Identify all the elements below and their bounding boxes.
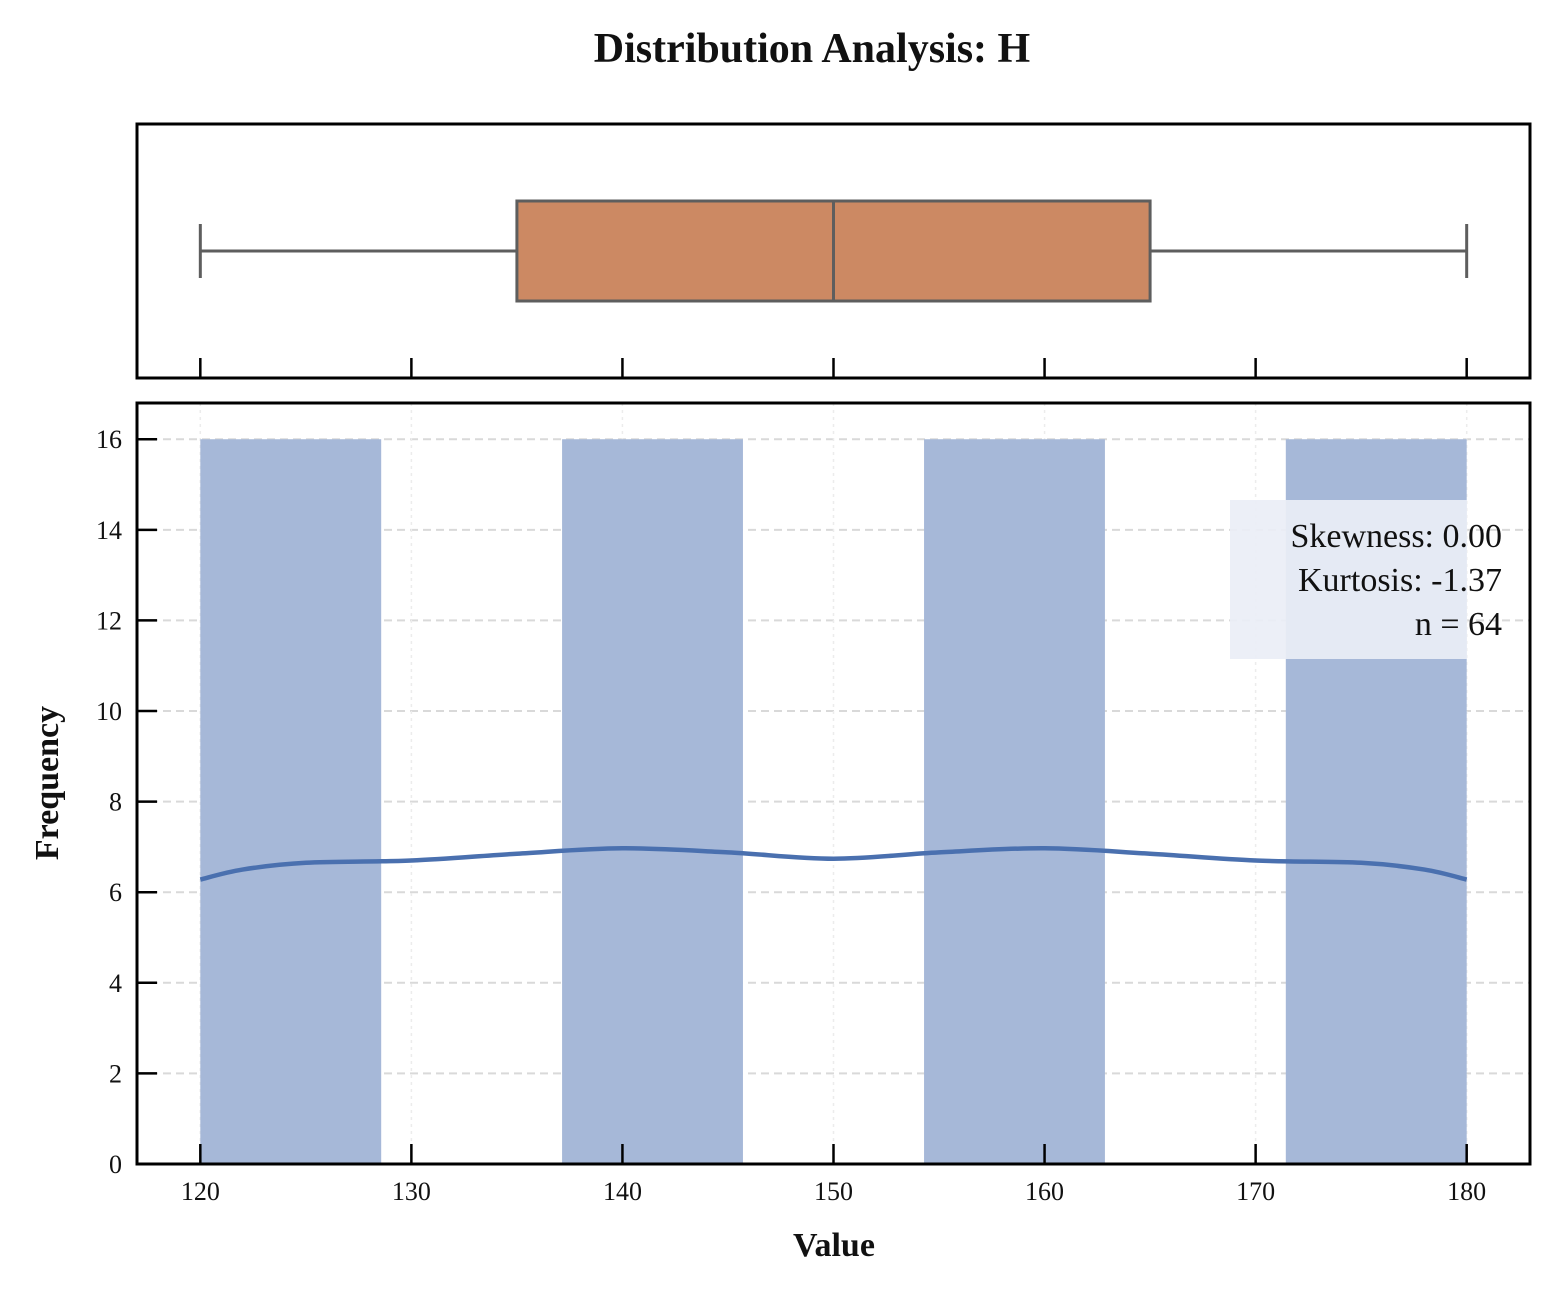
boxplot-panel: [135, 122, 1532, 380]
histogram-bar: [924, 439, 1105, 1164]
kde-curve-group: [199, 846, 1468, 882]
x-tick-label: 120: [181, 1177, 220, 1206]
x-tick-label: 160: [1025, 1177, 1064, 1206]
y-tick-label: 6: [109, 878, 122, 907]
y-tick-label: 10: [96, 697, 122, 726]
y-tick-label: 0: [109, 1150, 122, 1179]
stats-annotation: Skewness: 0.00 Kurtosis: -1.37 n = 64: [1230, 500, 1502, 659]
histogram-axes: 120 130 140 150 160 170 180 0 2 4 6 8 10 12 14 16: [96, 401, 1532, 1206]
x-axis-title: Value: [793, 1227, 875, 1264]
y-tick-label: 14: [96, 516, 122, 545]
y-tick-label: 12: [96, 606, 122, 635]
kde-curve: [199, 846, 1468, 882]
chart-title: Distribution Analysis: H: [594, 26, 1030, 72]
x-tick-label: 180: [1447, 1177, 1486, 1206]
x-tick-label: 130: [392, 1177, 431, 1206]
y-tick-label: 4: [109, 969, 122, 998]
y-tick-label: 8: [109, 788, 122, 817]
histogram-bar: [200, 439, 382, 1164]
histogram-bar: [562, 439, 743, 1164]
annotation-line: n = 64: [1415, 606, 1502, 643]
y-axis-title: Frequency: [29, 706, 66, 860]
x-tick-label: 170: [1236, 1177, 1275, 1206]
annotation-box: [1230, 500, 1467, 659]
y-tick-label: 16: [96, 425, 122, 454]
annotation-line: Skewness: 0.00: [1290, 518, 1502, 555]
x-tick-label: 140: [603, 1177, 642, 1206]
x-tick-label: 150: [814, 1177, 853, 1206]
annotation-line: Kurtosis: -1.37: [1298, 562, 1502, 599]
y-tick-label: 2: [109, 1059, 122, 1088]
